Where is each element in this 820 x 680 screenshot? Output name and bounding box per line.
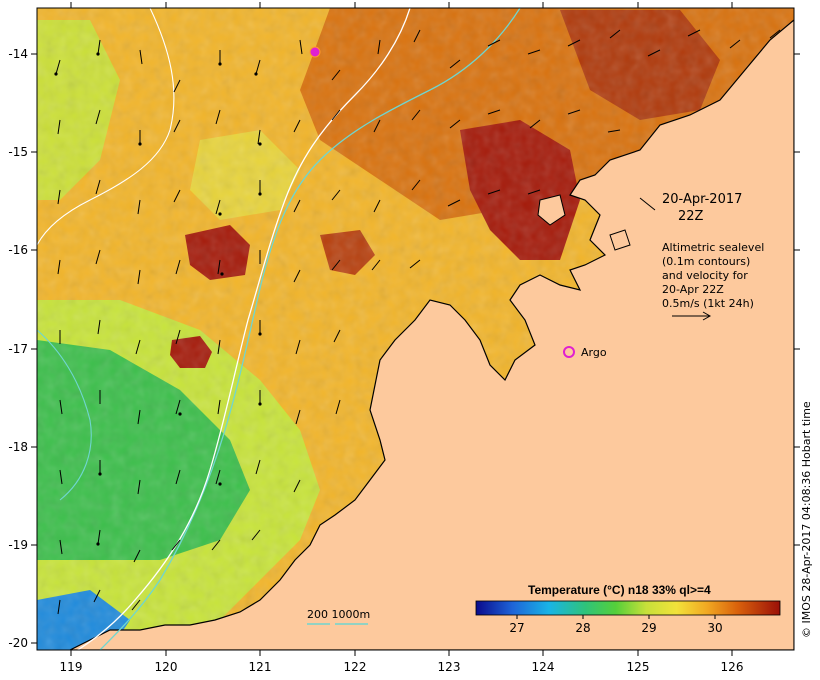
velocity-arrows bbox=[55, 29, 781, 615]
date-label: 20-Apr-2017 bbox=[662, 192, 742, 207]
x-axis-ticks bbox=[70, 2, 733, 656]
map-frame bbox=[36, 7, 795, 651]
x-tick-label: 124 bbox=[532, 660, 555, 674]
colorbar-tick-label: 30 bbox=[707, 621, 722, 635]
y-tick-label: -18 bbox=[8, 440, 28, 454]
y-tick-label: -19 bbox=[8, 538, 28, 552]
colorbar bbox=[475, 600, 781, 616]
colorbar-tick-label: 28 bbox=[575, 621, 590, 635]
depth-legend-label: 200 1000m bbox=[307, 608, 370, 621]
contour-1000m bbox=[76, 8, 411, 650]
x-tick-label: 125 bbox=[627, 660, 650, 674]
x-tick-label: 120 bbox=[155, 660, 178, 674]
x-tick-label: 119 bbox=[60, 660, 83, 674]
y-tick-label: -15 bbox=[8, 145, 28, 159]
velocity-desc-line: 20-Apr 22Z bbox=[662, 283, 724, 296]
time-label: 22Z bbox=[678, 209, 704, 224]
velocity-arrow-dots bbox=[54, 52, 262, 546]
colorbar-ticks bbox=[516, 615, 716, 619]
y-tick-label: -17 bbox=[8, 342, 28, 356]
date-pointer bbox=[639, 197, 656, 211]
velocity-desc-line: (0.1m contours) bbox=[662, 255, 750, 268]
colorbar-tick-label: 27 bbox=[509, 621, 524, 635]
y-axis-ticks bbox=[31, 53, 800, 644]
contour-200m-west bbox=[37, 329, 92, 501]
contour-200m bbox=[99, 8, 521, 650]
y-tick-label: -14 bbox=[8, 47, 28, 61]
float-marker bbox=[309, 46, 321, 58]
x-tick-label: 123 bbox=[438, 660, 461, 674]
argo-label: Argo bbox=[581, 346, 607, 359]
credit-text: © IMOS 28-Apr-2017 04:08:36 Hobart time bbox=[800, 401, 813, 638]
velocity-desc-line: 0.5m/s (1kt 24h) bbox=[662, 297, 754, 310]
colorbar-tick-label: 29 bbox=[641, 621, 656, 635]
x-tick-label: 126 bbox=[721, 660, 744, 674]
y-tick-label: -16 bbox=[8, 243, 28, 257]
colorbar-title: Temperature (°C) n18 33% ql>=4 bbox=[528, 583, 711, 597]
y-tick-label: -20 bbox=[8, 636, 28, 650]
x-tick-label: 122 bbox=[344, 660, 367, 674]
argo-marker bbox=[563, 346, 575, 358]
land-mass bbox=[69, 19, 794, 650]
x-tick-label: 121 bbox=[249, 660, 272, 674]
velocity-desc-line: and velocity for bbox=[662, 269, 748, 282]
velocity-desc-line: Altimetric sealevel bbox=[662, 241, 764, 254]
contour-1000m-west bbox=[37, 8, 175, 246]
coast-islands bbox=[537, 194, 631, 251]
velocity-scale-arrow bbox=[672, 311, 712, 321]
